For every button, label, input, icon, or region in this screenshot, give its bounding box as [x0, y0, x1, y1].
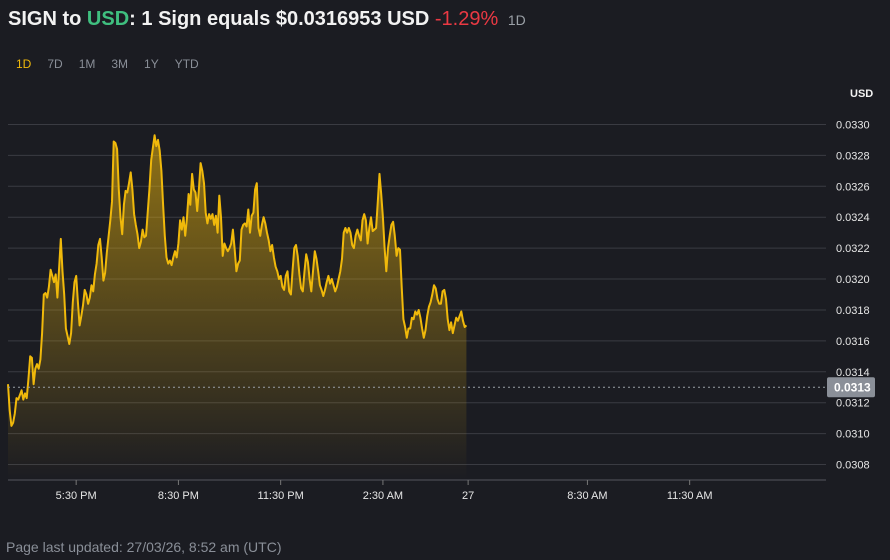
- y-tick-label-4: 0.0316: [836, 336, 870, 348]
- x-tick-label-2: 11:30 PM: [258, 490, 304, 502]
- x-tick-label-1: 8:30 PM: [158, 490, 199, 502]
- reference-price-label: 0.0313: [834, 380, 871, 394]
- reference-price-badge: [827, 377, 875, 398]
- y-tick-label-9: 0.0326: [836, 181, 870, 193]
- price-area-fill: [8, 135, 467, 481]
- x-tick-label-4: 27: [462, 490, 474, 502]
- tab-ytd[interactable]: YTD: [174, 57, 199, 71]
- x-tick-label-5: 8:30 AM: [567, 490, 607, 502]
- to-word: to: [62, 8, 82, 30]
- y-tick-label-5: 0.0318: [836, 305, 870, 317]
- y-tick-label-1: 0.0310: [836, 429, 870, 441]
- x-tick-label-3: 2:30 AM: [363, 490, 403, 502]
- base-currency: SIGN: [8, 8, 57, 30]
- y-tick-label-8: 0.0324: [836, 212, 870, 224]
- quote-currency-link[interactable]: USD: [86, 8, 130, 30]
- change-period: 1D: [507, 12, 526, 28]
- page-title: SIGN to USD: 1 Sign equals $0.0316953 US…: [8, 8, 526, 31]
- y-tick-label-0: 0.0308: [836, 460, 870, 472]
- y-tick-label-6: 0.0320: [836, 274, 870, 286]
- y-tick-label-2: 0.0312: [836, 398, 870, 410]
- x-tick-label-6: 11:30 AM: [667, 490, 713, 502]
- title-colon: :: [129, 8, 136, 30]
- price-statement: 1 Sign equals $0.0316953 USD: [141, 8, 430, 30]
- y-tick-label-10: 0.0328: [836, 150, 870, 162]
- y-tick-label-7: 0.0322: [836, 243, 870, 255]
- tab-1d[interactable]: 1D: [16, 57, 32, 71]
- price-chart[interactable]: 0.0308 0.0310 0.0312 0.0314 0.0316 0.0318 0.03…: [0, 80, 890, 510]
- tab-1m[interactable]: 1M: [78, 57, 96, 71]
- last-updated: Page last updated: 27/03/26, 8:52 am (UT…: [6, 539, 282, 555]
- tab-7d[interactable]: 7D: [47, 57, 63, 71]
- y-tick-label-11: 0.0330: [836, 119, 870, 131]
- price-change: -1.29%: [434, 8, 499, 30]
- y-tick-label-3: 0.0314: [836, 367, 870, 379]
- tab-1y[interactable]: 1Y: [144, 57, 159, 71]
- y-axis-unit-label: USD: [850, 88, 873, 100]
- x-tick-label-0: 5:30 PM: [56, 490, 97, 502]
- timeframe-tabs: 1D 7D 1M 3M 1Y YTD: [8, 57, 207, 71]
- price-series-line: [7, 134, 468, 427]
- tab-3m[interactable]: 3M: [111, 57, 129, 71]
